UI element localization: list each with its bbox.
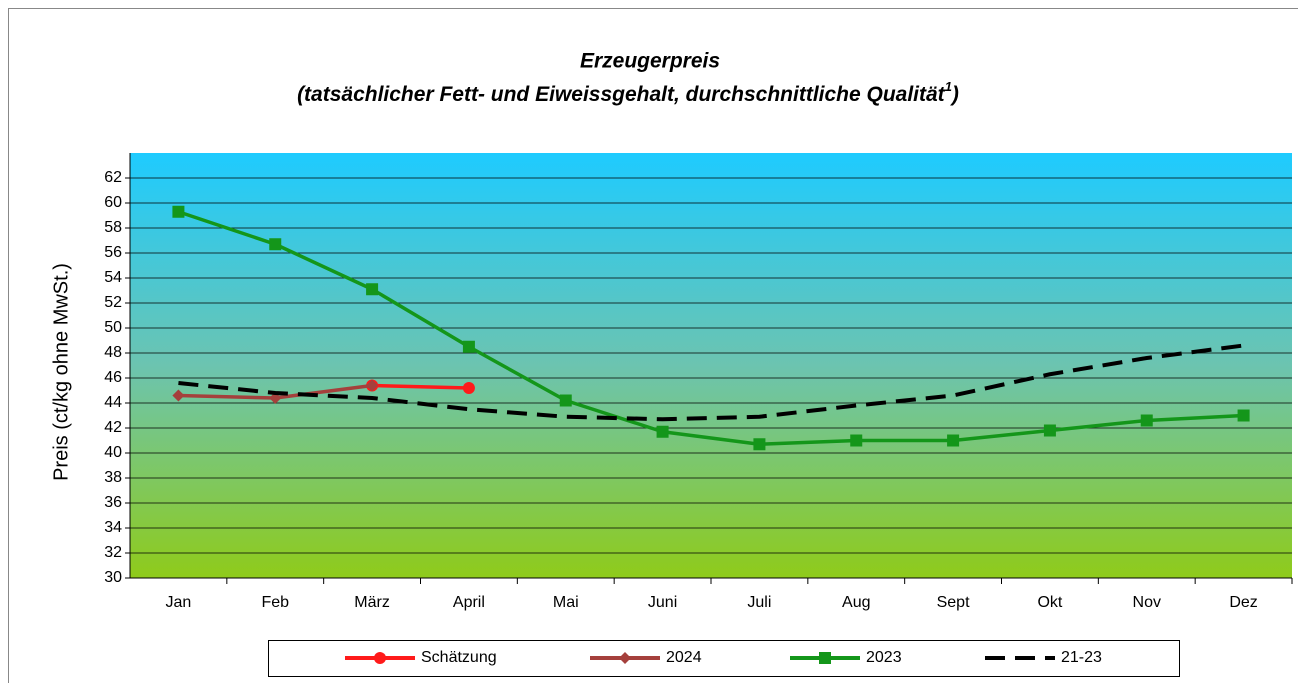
- x-tick-label: Jan: [166, 594, 192, 611]
- x-tick-label: April: [453, 594, 485, 611]
- marker: [374, 652, 386, 664]
- legend-label: Schätzung: [421, 649, 497, 666]
- series-line: [372, 383, 469, 390]
- marker: [462, 382, 475, 394]
- y-tick-label: 58: [104, 219, 122, 236]
- subtitle-end: ): [950, 83, 959, 106]
- x-tick-label: Aug: [842, 594, 870, 611]
- x-tick-label: März: [354, 594, 390, 611]
- footnote-marker: 1: [945, 79, 952, 94]
- y-tick-label: 30: [104, 569, 122, 586]
- y-axis-label: Preis (ct/kg ohne MwSt.): [50, 263, 72, 481]
- marker: [172, 389, 185, 402]
- marker: [172, 205, 185, 218]
- legend-label: 21-23: [1061, 649, 1102, 666]
- marker: [366, 283, 379, 296]
- y-tick-label: 38: [104, 469, 122, 486]
- marker: [850, 434, 863, 447]
- plot-area: [130, 153, 1292, 578]
- subtitle-text: (tatsächlicher Fett- und Eiweissgehalt, …: [297, 83, 946, 106]
- marker: [656, 425, 669, 438]
- chart-subtitle: (tatsächlicher Fett- und Eiweissgehalt, …: [297, 79, 959, 105]
- y-tick-label: 48: [104, 344, 122, 361]
- marker: [462, 340, 475, 353]
- chart-title: Erzeugerpreis: [580, 50, 720, 73]
- y-tick-label: 46: [104, 369, 122, 386]
- x-tick-label: Juli: [747, 594, 771, 611]
- marker: [559, 394, 572, 407]
- legend-label: 2024: [666, 649, 702, 666]
- marker: [1043, 424, 1056, 437]
- marker: [366, 379, 379, 392]
- y-tick-label: 42: [104, 419, 122, 436]
- y-tick-label: 50: [104, 319, 122, 336]
- chart-border: [8, 8, 1298, 683]
- y-tick-label: 32: [104, 544, 122, 561]
- x-tick-label: Sept: [937, 594, 970, 611]
- y-tick-label: 62: [104, 169, 122, 186]
- y-tick-label: 60: [104, 194, 122, 211]
- y-tick-label: 40: [104, 444, 122, 461]
- y-tick-label: 52: [104, 294, 122, 311]
- legend-label: 2023: [866, 649, 902, 666]
- marker: [1140, 414, 1153, 427]
- x-tick-label: Juni: [648, 594, 677, 611]
- marker: [947, 434, 960, 447]
- marker: [819, 652, 831, 664]
- marker: [1237, 409, 1250, 422]
- y-tick-label: 34: [104, 519, 122, 536]
- y-tick-label: 36: [104, 494, 122, 511]
- series-line: [177, 210, 1244, 446]
- y-tick-label: 54: [104, 269, 122, 286]
- y-tick-label: 56: [104, 244, 122, 261]
- y-tick-label: 44: [104, 394, 122, 411]
- x-tick-label: Dez: [1229, 594, 1257, 611]
- x-tick-label: Feb: [261, 594, 289, 611]
- x-tick-label: Nov: [1133, 594, 1161, 611]
- marker: [753, 438, 766, 451]
- marker: [619, 652, 631, 664]
- x-tick-label: Mai: [553, 594, 579, 611]
- x-tick-label: Okt: [1037, 594, 1062, 611]
- marker: [269, 238, 282, 251]
